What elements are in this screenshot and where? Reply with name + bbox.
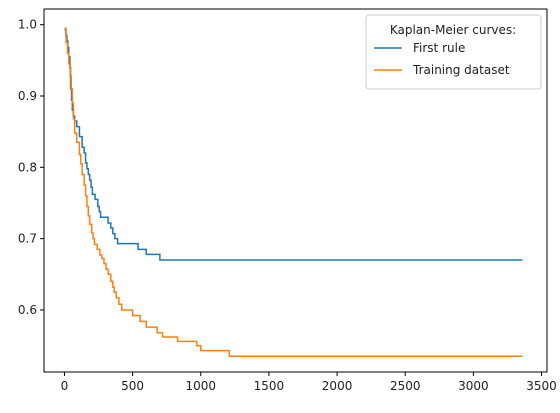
x-tick-label: 3500 bbox=[526, 379, 557, 393]
y-tick-label: 1.0 bbox=[18, 18, 37, 32]
legend-label-first-rule: First rule bbox=[413, 41, 465, 55]
x-tick-label: 500 bbox=[121, 379, 144, 393]
y-axis: 0.6 0.7 0.8 0.9 1.0 bbox=[18, 18, 44, 317]
y-tick-label: 0.8 bbox=[18, 160, 37, 174]
x-tick-label: 1500 bbox=[254, 379, 285, 393]
x-tick-label: 2000 bbox=[322, 379, 353, 393]
plot-frame bbox=[43, 8, 548, 373]
x-tick-label: 2500 bbox=[390, 379, 421, 393]
y-tick-label: 0.6 bbox=[18, 303, 37, 317]
x-tick-label: 3000 bbox=[458, 379, 489, 393]
series-line-1 bbox=[64, 27, 523, 358]
y-tick-label: 0.7 bbox=[18, 232, 37, 246]
legend: Kaplan-Meier curves: First rule Training… bbox=[365, 14, 542, 90]
legend-title: Kaplan-Meier curves: bbox=[390, 23, 516, 37]
x-tick-label: 1000 bbox=[185, 379, 216, 393]
y-tick-label: 0.9 bbox=[18, 89, 37, 103]
legend-frame bbox=[365, 14, 542, 90]
plot-lines bbox=[64, 27, 523, 358]
legend-label-training-dataset: Training dataset bbox=[412, 63, 510, 77]
x-tick-label: 0 bbox=[61, 379, 69, 393]
x-axis: 0 500 1000 1500 2000 2500 3000 3500 bbox=[61, 372, 557, 393]
